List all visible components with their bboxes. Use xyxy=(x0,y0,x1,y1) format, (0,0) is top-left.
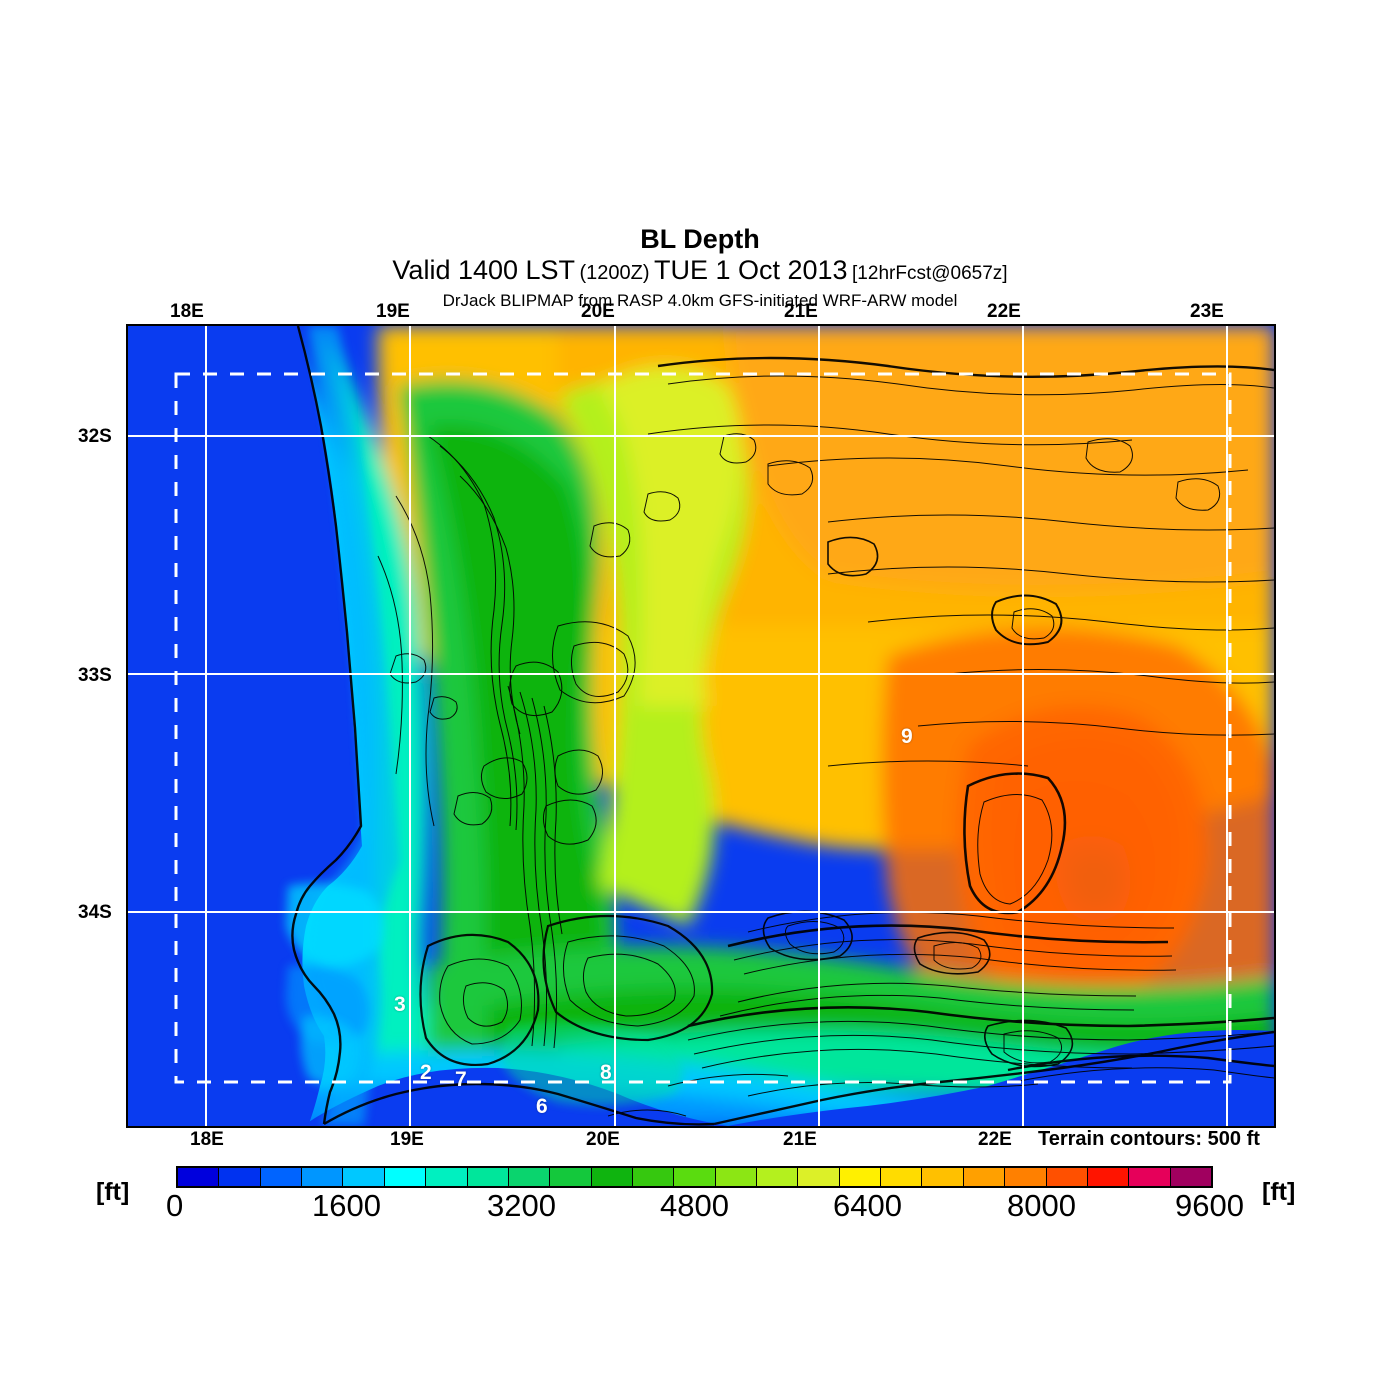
colorbar-segment xyxy=(757,1168,799,1186)
lon-label-top-22e: 22E xyxy=(987,301,1021,322)
map-plot-area[interactable]: 1 2 3 4 5 6 7 8 9 10 xyxy=(126,324,1276,1128)
terrain-contour-lines xyxy=(291,326,1274,1126)
colorbar-segment xyxy=(343,1168,385,1186)
lon-label-top-20e: 20E xyxy=(581,301,615,322)
colorbar-segment xyxy=(715,1168,758,1186)
colorbar-tick: 6400 xyxy=(833,1188,902,1223)
valid-time-main: Valid 1400 LST xyxy=(392,255,576,285)
colorbar[interactable] xyxy=(176,1166,1213,1188)
chart-header: BL Depth Valid 1400 LST (1200Z) TUE 1 Oc… xyxy=(0,224,1400,311)
colorbar-unit-right: [ft] xyxy=(1262,1178,1296,1206)
colorbar-tick: 9600 xyxy=(1175,1188,1244,1223)
valid-time-zulu: (1200Z) xyxy=(579,262,650,284)
colorbar-segment xyxy=(839,1168,882,1186)
terrain-contour-note: Terrain contours: 500 ft xyxy=(1038,1128,1260,1150)
colorbar-segment xyxy=(426,1168,468,1186)
colorbar-segment xyxy=(550,1168,592,1186)
lon-label-bottom-18e: 18E xyxy=(190,1129,224,1150)
colorbar-unit-left: [ft] xyxy=(96,1178,130,1206)
colorbar-segment xyxy=(178,1168,220,1186)
colorbar-segment xyxy=(632,1168,675,1186)
lon-label-top-19e: 19E xyxy=(376,301,410,322)
colorbar-tick: 0 xyxy=(166,1188,184,1223)
graticule xyxy=(128,326,1274,1126)
colorbar-segment xyxy=(1087,1168,1130,1186)
lon-label-bottom-21e: 21E xyxy=(783,1129,817,1150)
station-marker[interactable]: 2 xyxy=(420,1061,432,1084)
colorbar-segment xyxy=(591,1168,633,1186)
lon-label-bottom-22e: 22E xyxy=(978,1129,1012,1150)
station-marker[interactable]: 9 xyxy=(901,725,913,748)
colorbar-segment xyxy=(1005,1168,1047,1186)
colorbar-segment xyxy=(963,1168,1006,1186)
colorbar-tick: 3200 xyxy=(487,1188,556,1223)
colorbar-segment xyxy=(508,1168,551,1186)
model-credit: DrJack BLIPMAP from RASP 4.0km GFS-initi… xyxy=(442,291,958,310)
station-marker[interactable]: 6 xyxy=(536,1095,548,1118)
colorbar-segment xyxy=(302,1168,344,1186)
station-marker[interactable]: 7 xyxy=(455,1068,467,1091)
lon-label-top-23e: 23E xyxy=(1190,301,1224,322)
colorbar-segment xyxy=(881,1168,923,1186)
colorbar-segment xyxy=(1170,1168,1211,1186)
colorbar-segment xyxy=(798,1168,840,1186)
colorbar-tick: 4800 xyxy=(660,1188,729,1223)
colorbar-segment xyxy=(1129,1168,1171,1186)
station-marker[interactable]: 8 xyxy=(600,1061,612,1084)
valid-time-line: Valid 1400 LST (1200Z) TUE 1 Oct 2013 [1… xyxy=(0,254,1400,291)
lon-label-bottom-20e: 20E xyxy=(586,1129,620,1150)
page-title: BL Depth xyxy=(640,224,760,254)
lat-label-left-33s: 33S xyxy=(78,665,112,686)
lon-label-bottom-19e: 19E xyxy=(390,1129,424,1150)
colorbar-tick: 1600 xyxy=(312,1188,381,1223)
colorbar-tick: 8000 xyxy=(1007,1188,1076,1223)
lat-label-left-34s: 34S xyxy=(78,902,112,923)
forecast-tag: [12hrFcst@0657z] xyxy=(852,263,1008,284)
lon-label-top-21e: 21E xyxy=(784,301,818,322)
bl-depth-raster xyxy=(128,326,1274,1126)
lat-label-left-32s: 32S xyxy=(78,426,112,447)
colorbar-segment xyxy=(467,1168,509,1186)
station-marker[interactable]: 3 xyxy=(394,993,406,1016)
colorbar-segment xyxy=(922,1168,964,1186)
colorbar-segment xyxy=(1046,1168,1088,1186)
lon-label-top-18e: 18E xyxy=(170,301,204,322)
colorbar-segment xyxy=(384,1168,427,1186)
colorbar-segment xyxy=(674,1168,716,1186)
valid-date: TUE 1 Oct 2013 xyxy=(653,255,848,285)
colorbar-segment xyxy=(260,1168,303,1186)
colorbar-segment xyxy=(219,1168,261,1186)
